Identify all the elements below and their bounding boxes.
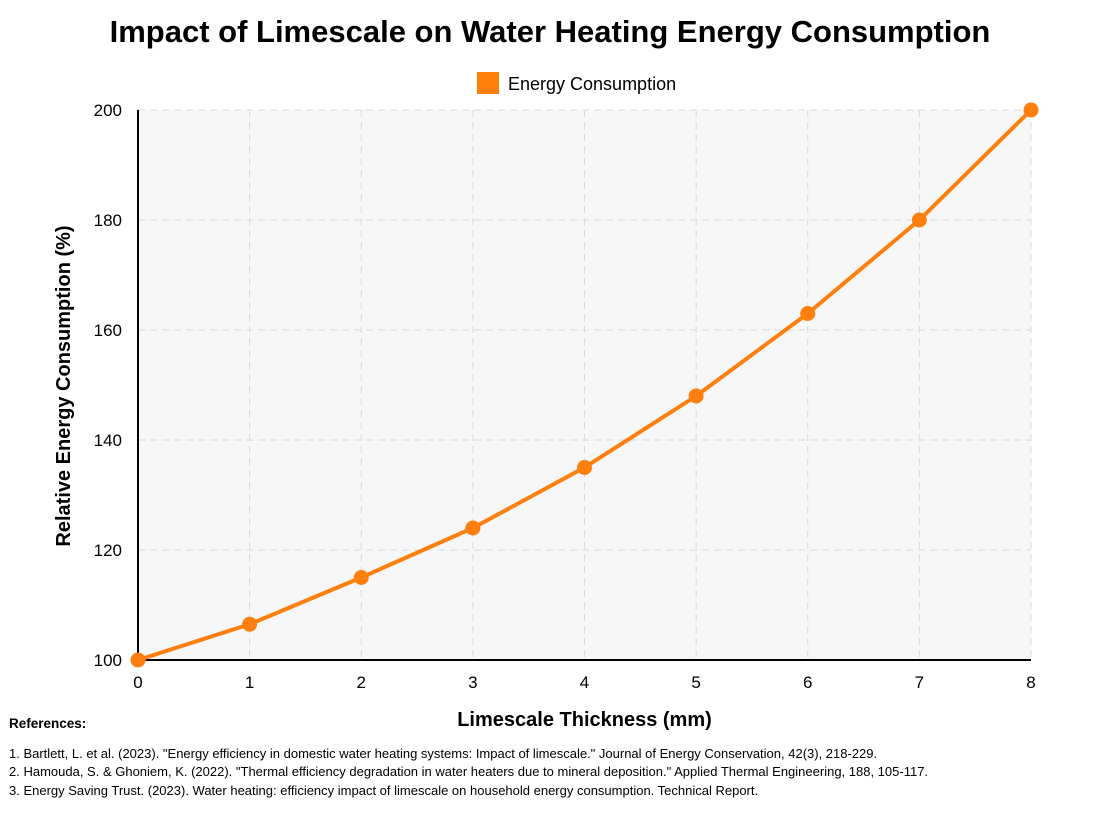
y-tick-label: 200 xyxy=(94,101,122,120)
y-tick-label: 160 xyxy=(94,321,122,340)
x-axis-ticks: 0 1 2 3 4 5 6 7 8 xyxy=(133,673,1035,692)
data-point[interactable] xyxy=(800,306,816,321)
series-layer xyxy=(130,102,1039,668)
x-tick-label: 5 xyxy=(691,673,700,692)
y-axis-ticks: 100 120 140 160 180 200 xyxy=(94,101,122,670)
data-point[interactable] xyxy=(130,652,146,668)
references-heading: References: xyxy=(9,716,87,731)
axes xyxy=(137,110,1031,661)
x-tick-label: 6 xyxy=(803,673,812,692)
x-tick-label: 0 xyxy=(133,673,142,692)
y-axis-label: Relative Energy Consumption (%) xyxy=(53,225,75,546)
y-tick-label: 120 xyxy=(94,541,122,560)
reference-item: 1. Bartlett, L. et al. (2023). "Energy e… xyxy=(9,745,878,761)
x-tick-label: 8 xyxy=(1026,673,1035,692)
chart-title: Impact of Limescale on Water Heating Ene… xyxy=(109,14,991,49)
data-point[interactable] xyxy=(688,388,704,404)
legend-label: Energy Consumption xyxy=(508,74,676,94)
data-point[interactable] xyxy=(353,570,369,585)
data-point[interactable] xyxy=(242,616,258,632)
y-tick-label: 180 xyxy=(94,211,122,230)
legend[interactable]: Energy Consumption xyxy=(477,72,676,94)
reference-item: 2. Hamouda, S. & Ghoniem, K. (2022). "Th… xyxy=(9,764,929,779)
x-tick-label: 1 xyxy=(245,673,254,692)
x-tick-label: 4 xyxy=(580,673,589,692)
data-point[interactable] xyxy=(577,460,592,475)
x-tick-label: 3 xyxy=(468,673,477,692)
data-point[interactable] xyxy=(1023,102,1039,118)
legend-swatch xyxy=(477,72,499,94)
plot-area xyxy=(138,110,1031,660)
data-point[interactable] xyxy=(911,212,927,228)
references: References: 1. Bartlett, L. et al. (2023… xyxy=(9,715,928,800)
y-tick-label: 140 xyxy=(94,431,122,450)
data-point[interactable] xyxy=(465,520,481,536)
reference-item: 3. Energy Saving Trust. (2023). Water he… xyxy=(9,782,759,798)
y-tick-label: 100 xyxy=(94,651,122,670)
x-tick-label: 2 xyxy=(357,673,366,692)
x-tick-label: 7 xyxy=(915,673,924,692)
x-axis-label: Limescale Thickness (mm) xyxy=(457,709,712,731)
